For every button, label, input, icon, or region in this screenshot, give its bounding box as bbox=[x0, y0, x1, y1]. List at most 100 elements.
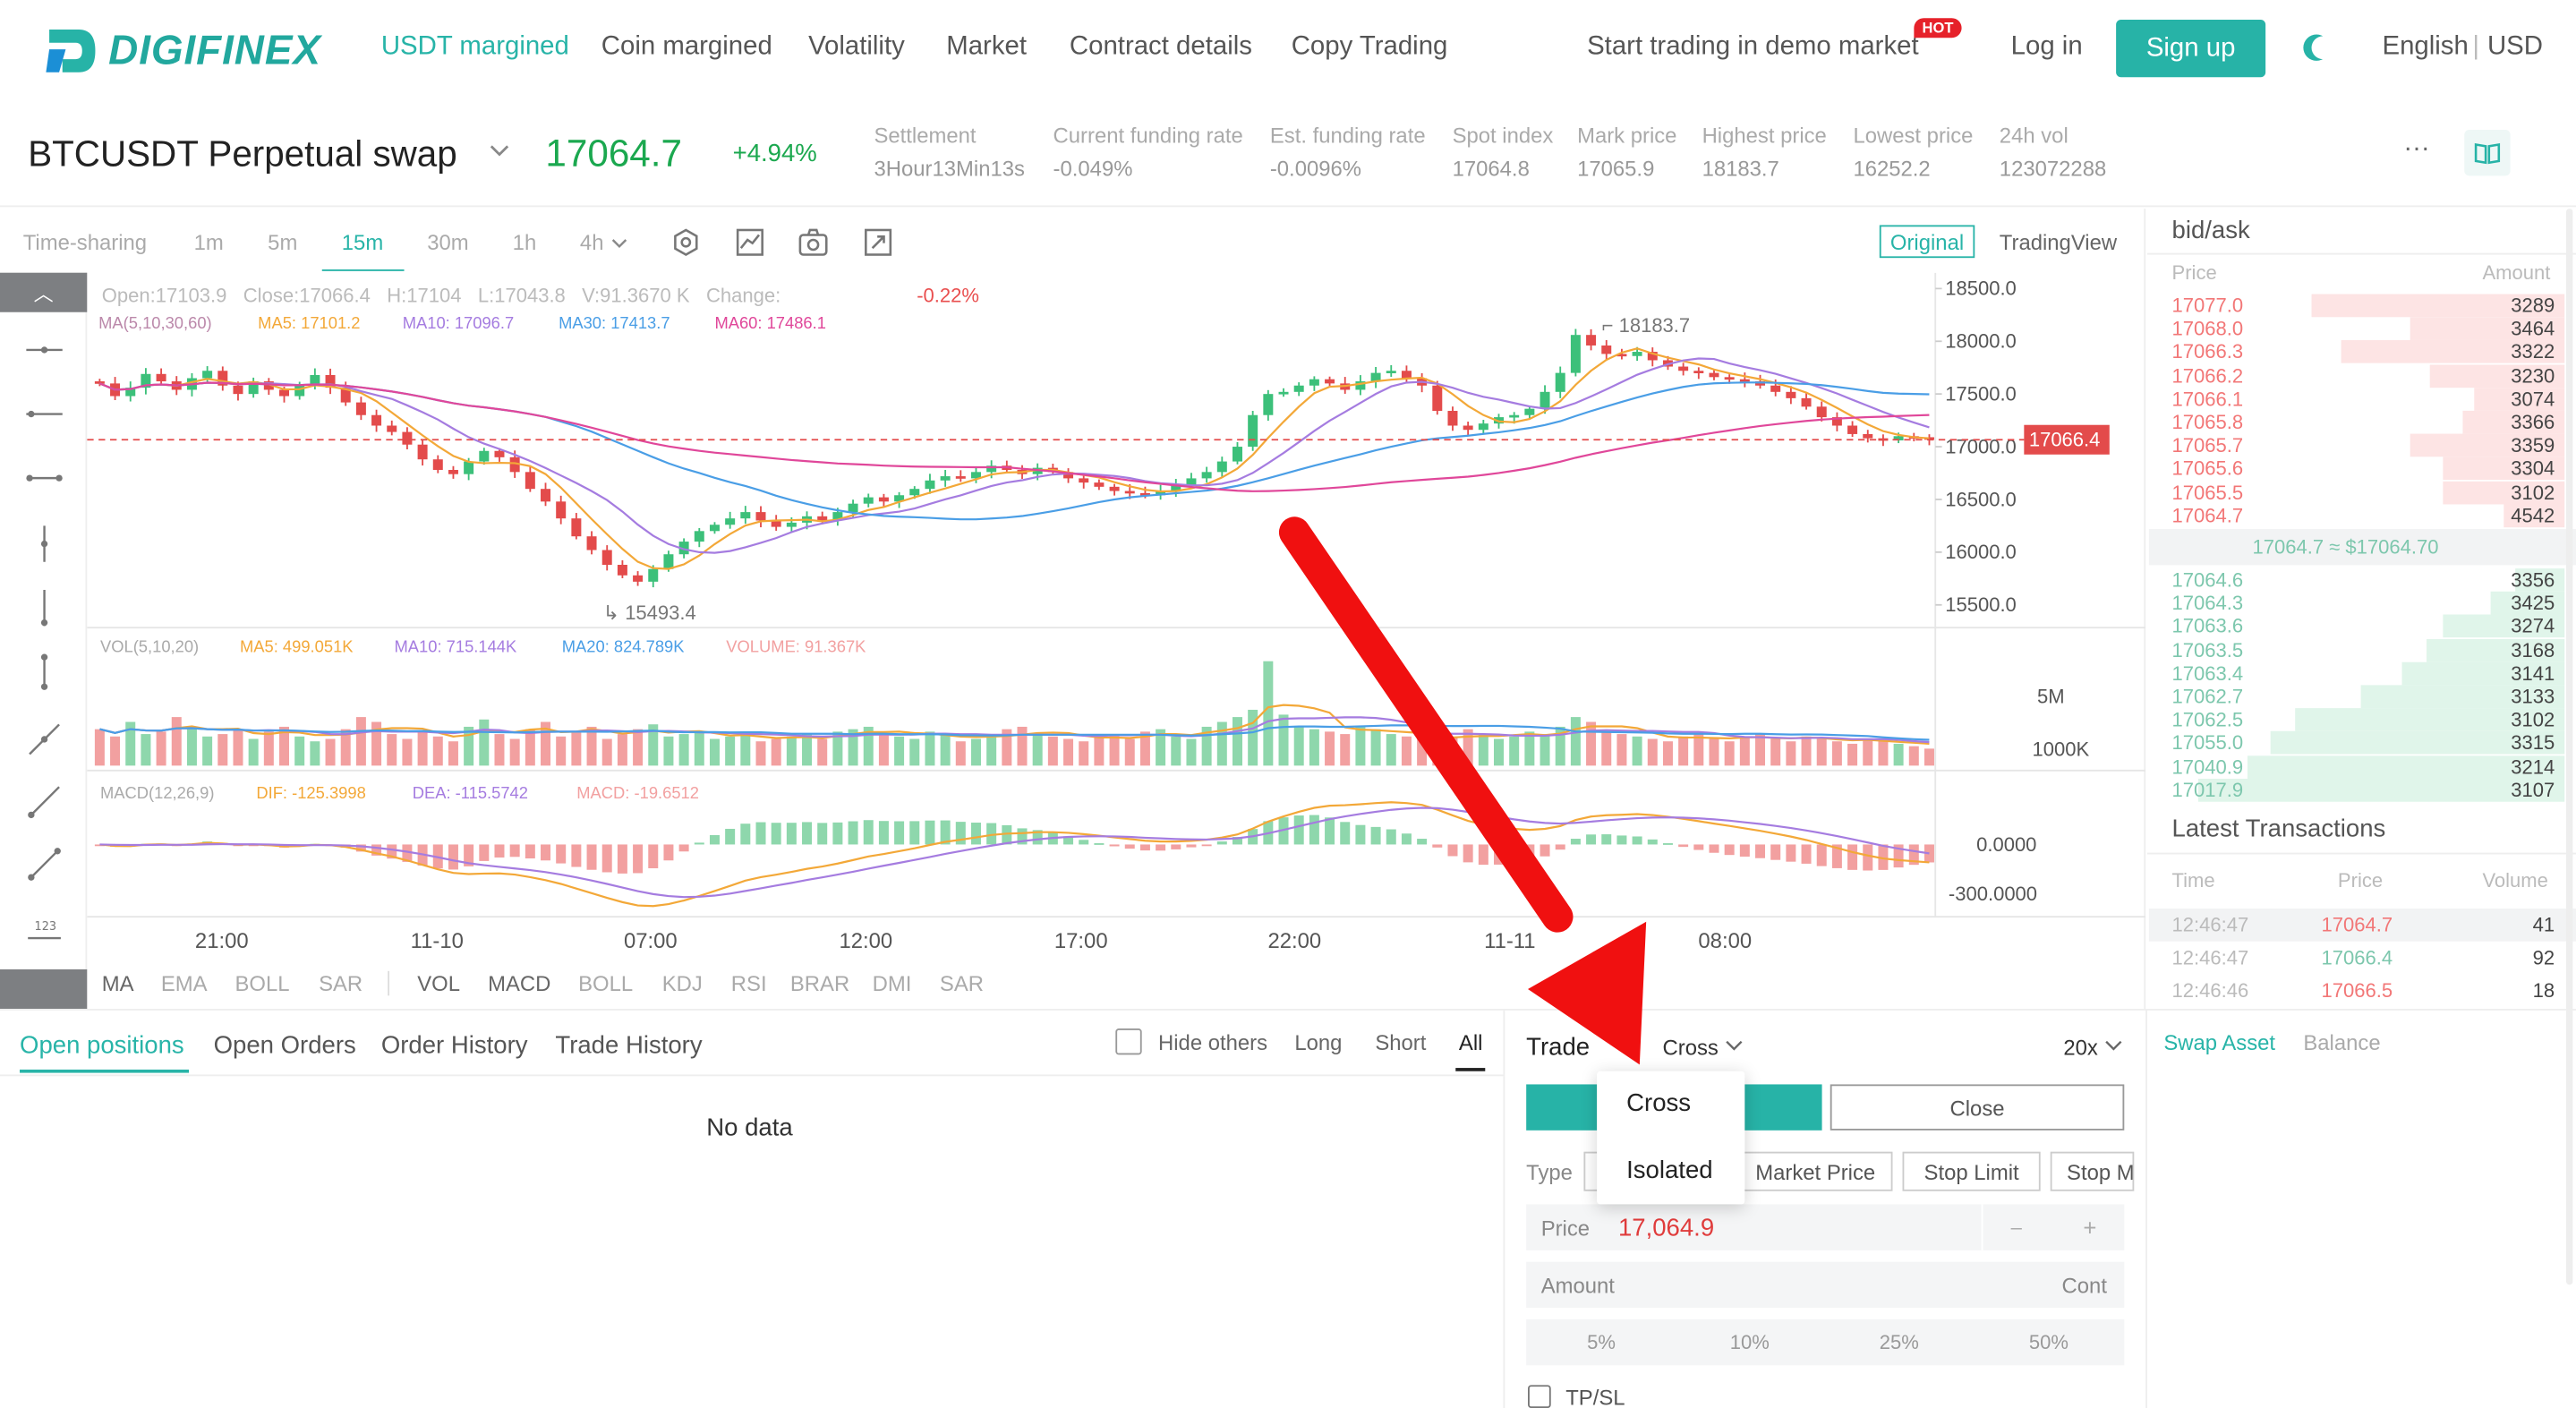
percent-5[interactable]: 5% bbox=[1587, 1330, 1616, 1354]
ask-row[interactable]: 17065.8 3366 bbox=[2157, 410, 2565, 434]
camera-icon[interactable] bbox=[798, 228, 828, 256]
trend-line-icon[interactable] bbox=[25, 720, 64, 759]
percent-10[interactable]: 10% bbox=[1729, 1330, 1770, 1354]
bid-row[interactable]: 17063.5 3168 bbox=[2157, 638, 2565, 661]
collapse-toolbar-icon[interactable]: ︿ bbox=[0, 272, 88, 312]
hide-others-checkbox[interactable] bbox=[1115, 1028, 1142, 1055]
bid-row[interactable]: 17062.5 3102 bbox=[2157, 708, 2565, 732]
nav-contract-details[interactable]: Contract details bbox=[1069, 32, 1252, 61]
fullscreen-icon[interactable] bbox=[864, 228, 892, 256]
indicator-vol[interactable]: VOL bbox=[417, 970, 460, 996]
margin-mode-selector[interactable]: Cross bbox=[1662, 1035, 1719, 1060]
timeframe-4h[interactable]: 4h bbox=[579, 229, 604, 255]
theme-toggle-icon[interactable] bbox=[2302, 33, 2332, 63]
order-type-market[interactable]: Market Price bbox=[1737, 1151, 1893, 1191]
price-chart[interactable]: 18500.0 18000.0 17500.0 17000.0 16500.0 16000… bbox=[87, 272, 2146, 969]
bid-row[interactable]: 17055.0 3315 bbox=[2157, 731, 2565, 755]
straight-line-icon[interactable] bbox=[25, 844, 64, 883]
indicator-settings-icon[interactable] bbox=[672, 228, 700, 256]
indicator-ma[interactable]: MA bbox=[101, 970, 134, 996]
segment-icon[interactable] bbox=[23, 465, 66, 491]
original-chart-button[interactable]: Original bbox=[1879, 225, 1975, 259]
login-link[interactable]: Log in bbox=[2010, 32, 2083, 61]
price-label-icon[interactable]: 123 bbox=[25, 915, 64, 944]
order-type-stop-market[interactable]: Stop M bbox=[2050, 1151, 2135, 1191]
indicator-sar-sub[interactable]: SAR bbox=[939, 970, 984, 996]
guide-book-icon[interactable] bbox=[2464, 130, 2511, 176]
percent-slider[interactable] bbox=[1526, 1318, 2125, 1366]
signup-button[interactable]: Sign up bbox=[2116, 20, 2266, 78]
indicator-boll[interactable]: BOLL bbox=[235, 970, 290, 996]
nav-copy-trading[interactable]: Copy Trading bbox=[1291, 32, 1448, 61]
chevron-down-icon[interactable] bbox=[1725, 1040, 1743, 1052]
indicator-boll-sub[interactable]: BOLL bbox=[578, 970, 634, 996]
price-decrement-button[interactable]: – bbox=[2010, 1216, 2022, 1239]
nav-market[interactable]: Market bbox=[946, 32, 1028, 61]
tab-open-positions[interactable]: Open positions bbox=[20, 1031, 184, 1060]
ask-row[interactable]: 17077.0 3289 bbox=[2157, 294, 2565, 318]
indicator-ema[interactable]: EMA bbox=[160, 970, 208, 996]
contract-symbol[interactable]: BTCUSDT Perpetual swap bbox=[28, 132, 457, 175]
nav-volatility[interactable]: Volatility bbox=[808, 32, 905, 61]
tab-swap-asset[interactable]: Swap Asset bbox=[2163, 1029, 2276, 1055]
percent-50[interactable]: 50% bbox=[2028, 1330, 2068, 1354]
indicator-kdj[interactable]: KDJ bbox=[661, 970, 703, 996]
tab-open-orders[interactable]: Open Orders bbox=[213, 1031, 356, 1060]
close-button[interactable]: Close bbox=[1830, 1084, 2125, 1131]
horizontal-ray-icon[interactable] bbox=[23, 337, 66, 363]
ask-row[interactable]: 17065.5 3102 bbox=[2157, 481, 2565, 504]
tab-balance[interactable]: Balance bbox=[2303, 1029, 2381, 1055]
dropdown-option-cross[interactable]: Cross bbox=[1626, 1088, 1692, 1118]
indicator-macd[interactable]: MACD bbox=[488, 970, 551, 996]
ray-line-icon[interactable] bbox=[25, 782, 64, 822]
ask-row[interactable]: 17065.6 3304 bbox=[2157, 457, 2565, 481]
ask-row[interactable]: 17068.0 3464 bbox=[2157, 317, 2565, 341]
timeframe-time-sharing[interactable]: Time-sharing bbox=[22, 229, 148, 255]
indicator-sar[interactable]: SAR bbox=[319, 970, 363, 996]
nav-usdt-margined[interactable]: USDT margined bbox=[380, 32, 569, 61]
chevron-down-icon[interactable] bbox=[2104, 1040, 2122, 1052]
digifinex-logo[interactable]: DIGIFINEX bbox=[43, 23, 321, 79]
bid-row[interactable]: 17064.3 3425 bbox=[2157, 592, 2565, 615]
price-value[interactable]: 17,064.9 bbox=[1617, 1214, 1715, 1242]
horizontal-line-icon[interactable] bbox=[23, 401, 66, 427]
ask-row[interactable]: 17066.1 3074 bbox=[2157, 387, 2565, 411]
tab-trade-history[interactable]: Trade History bbox=[555, 1031, 703, 1060]
nav-coin-margined[interactable]: Coin margined bbox=[601, 32, 772, 61]
bid-row[interactable]: 17063.4 3141 bbox=[2157, 661, 2565, 686]
vertical-ray-icon[interactable] bbox=[31, 586, 57, 629]
filter-short[interactable]: Short bbox=[1375, 1029, 1427, 1055]
bid-row[interactable]: 17063.6 3274 bbox=[2157, 615, 2565, 638]
ask-row[interactable]: 17066.3 3322 bbox=[2157, 340, 2565, 364]
chevron-down-icon[interactable] bbox=[611, 238, 627, 249]
nav-demo-market[interactable]: Start trading in demo market bbox=[1587, 32, 1919, 61]
bid-row[interactable]: 17017.9 3107 bbox=[2157, 778, 2565, 802]
language-selector[interactable]: English bbox=[2382, 32, 2469, 61]
ask-row[interactable]: 17064.7 4542 bbox=[2157, 504, 2565, 527]
filter-all[interactable]: All bbox=[1458, 1029, 1483, 1055]
tab-order-history[interactable]: Order History bbox=[380, 1031, 528, 1060]
percent-25[interactable]: 25% bbox=[1879, 1330, 1919, 1354]
amount-input[interactable] bbox=[1526, 1261, 2125, 1309]
more-icon[interactable]: ··· bbox=[2403, 134, 2430, 163]
bid-row[interactable]: 17064.6 3356 bbox=[2157, 568, 2565, 592]
timeframe-1h[interactable]: 1h bbox=[512, 229, 537, 255]
timeframe-30m[interactable]: 30m bbox=[427, 229, 469, 255]
chart-type-icon[interactable] bbox=[736, 228, 763, 256]
vertical-line-icon[interactable] bbox=[31, 523, 57, 566]
page-scrollbar[interactable] bbox=[2566, 209, 2573, 1285]
tpsl-checkbox[interactable] bbox=[1528, 1385, 1551, 1408]
timeframe-15m[interactable]: 15m bbox=[341, 229, 384, 255]
price-increment-button[interactable]: + bbox=[2083, 1214, 2097, 1241]
indicator-dmi[interactable]: DMI bbox=[872, 970, 912, 996]
filter-long[interactable]: Long bbox=[1294, 1029, 1343, 1055]
ask-row[interactable]: 17065.7 3359 bbox=[2157, 433, 2565, 457]
bid-row[interactable]: 17040.9 3214 bbox=[2157, 755, 2565, 779]
leverage-selector[interactable]: 20x bbox=[2063, 1035, 2098, 1060]
currency-selector[interactable]: USD bbox=[2486, 32, 2543, 61]
bid-row[interactable]: 17062.7 3133 bbox=[2157, 685, 2565, 709]
dropdown-option-isolated[interactable]: Isolated bbox=[1626, 1156, 1713, 1185]
ask-row[interactable]: 17066.2 3230 bbox=[2157, 363, 2565, 388]
price-input[interactable] bbox=[1526, 1204, 2125, 1250]
timeframe-5m[interactable]: 5m bbox=[268, 229, 298, 255]
